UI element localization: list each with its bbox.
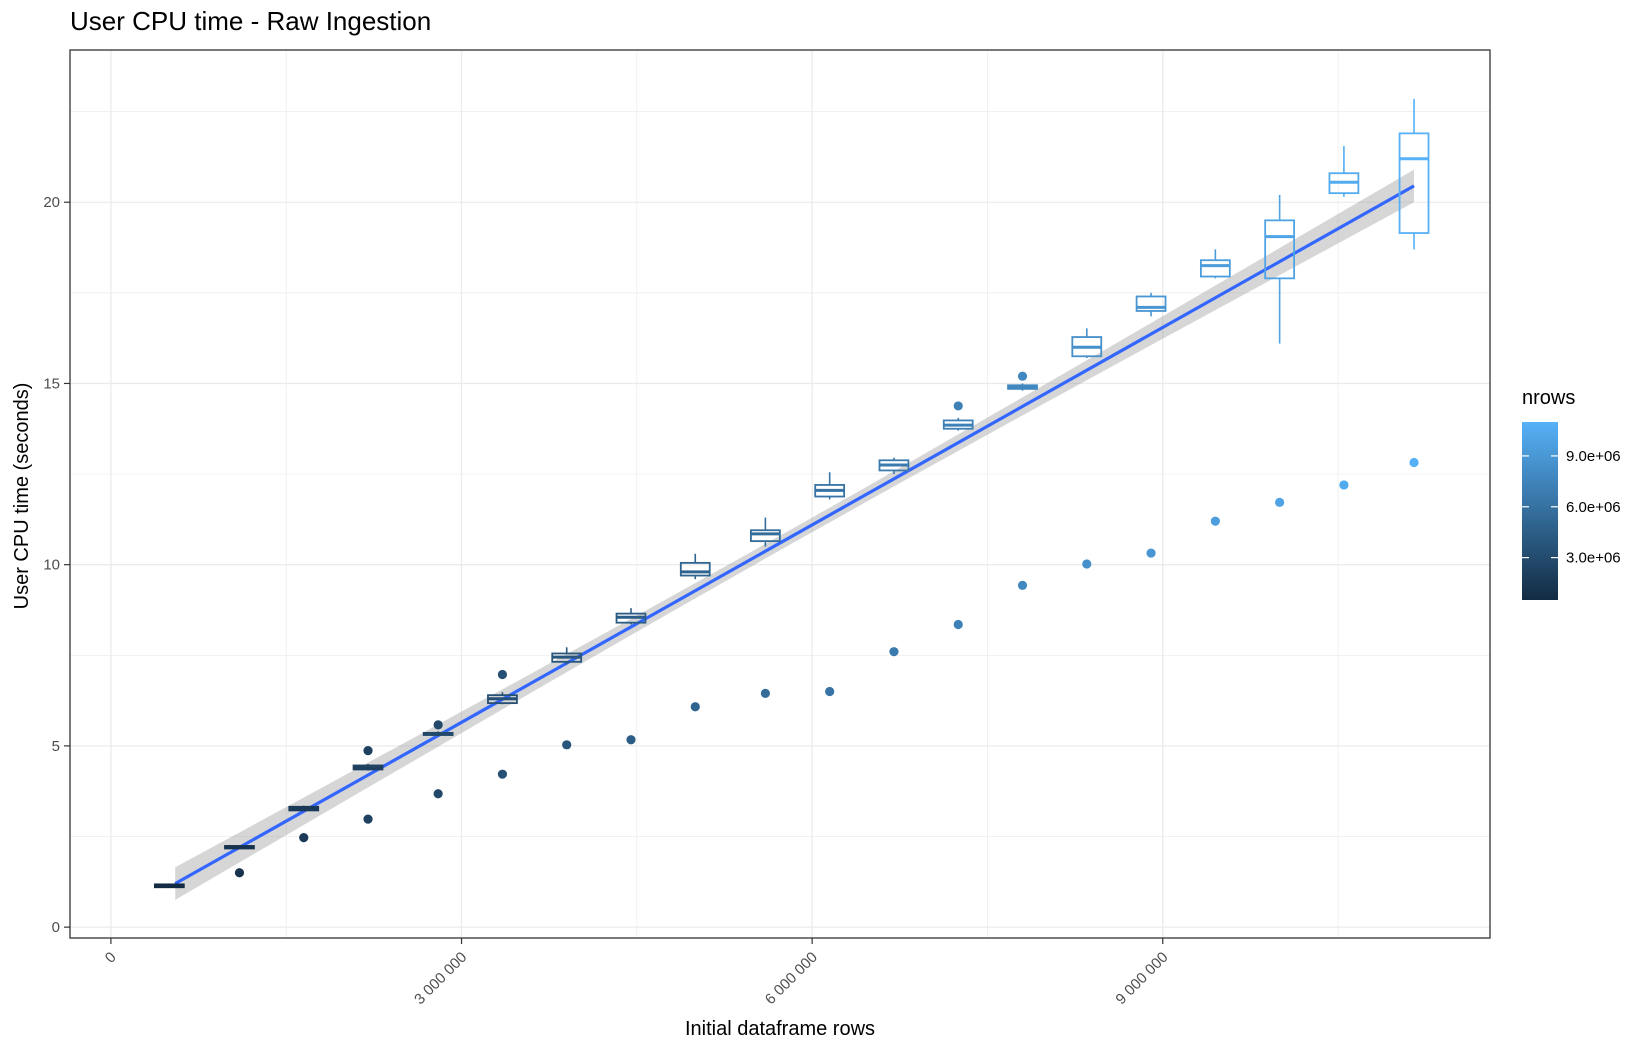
boxplot <box>1328 146 1360 197</box>
chart-title: User CPU time - Raw Ingestion <box>70 6 431 36</box>
x-tick-label: 9 000 000 <box>1112 949 1171 1008</box>
data-point <box>299 833 309 843</box>
boxplot <box>1007 383 1038 391</box>
boxplot <box>224 845 255 850</box>
boxplot <box>288 805 320 812</box>
data-point <box>825 686 835 697</box>
y-tick-label: 15 <box>43 375 60 392</box>
outlier-point <box>433 720 443 730</box>
grid-lines <box>70 50 1490 938</box>
boxplot <box>551 647 583 665</box>
boxplot <box>1199 249 1231 279</box>
data-point <box>690 702 700 712</box>
legend-label: 6.0e+06 <box>1566 499 1621 516</box>
boxplot <box>1264 194 1295 344</box>
data-point <box>1082 559 1092 569</box>
box-body <box>1135 295 1167 312</box>
boxplot <box>615 608 647 625</box>
x-axis: 0 3 000 000 6 000 000 9 000 000 <box>102 938 1172 1008</box>
data-point <box>953 619 963 630</box>
legend-title: nrows <box>1522 387 1575 409</box>
y-axis-label: User CPU time (seconds) <box>11 383 33 610</box>
data-point <box>760 688 770 698</box>
data-point <box>433 789 443 799</box>
panel-background <box>70 50 1490 938</box>
boxplot <box>1071 328 1103 359</box>
data-point <box>497 769 508 779</box>
outlier-point <box>363 746 373 756</box>
panel-frame <box>69 49 1491 939</box>
x-tick-label: 3 000 000 <box>411 949 470 1008</box>
y-tick-label: 10 <box>43 557 60 574</box>
boxplot <box>1398 98 1430 250</box>
scatter-points <box>234 371 1419 878</box>
outlier-point <box>497 669 508 680</box>
data-point <box>234 868 245 878</box>
box-body <box>750 529 781 543</box>
data-point <box>889 647 899 657</box>
data-point <box>1339 480 1349 490</box>
box-body <box>1264 219 1295 280</box>
boxplot <box>352 764 384 771</box>
data-point <box>626 735 636 745</box>
plot-panel <box>70 50 1490 938</box>
box-body <box>1398 132 1430 234</box>
legend: nrows 3.0e+06 6.0e+06 9.0e+06 <box>1522 387 1621 600</box>
data-point <box>363 814 373 824</box>
data-point <box>1275 497 1285 507</box>
data-point <box>1017 580 1028 590</box>
x-tick-label: 0 <box>102 949 120 967</box>
boxplot <box>814 472 846 500</box>
boxplot <box>153 883 185 889</box>
box-body <box>1199 259 1231 278</box>
data-point <box>1146 548 1156 558</box>
boxplot <box>422 731 454 736</box>
boxplot <box>750 517 781 547</box>
x-axis-label: Initial dataframe rows <box>685 1018 875 1040</box>
boxplot <box>487 692 518 705</box>
legend-label: 3.0e+06 <box>1566 550 1621 567</box>
data-point <box>1409 457 1419 468</box>
outlier-point <box>953 401 963 411</box>
y-tick-label: 0 <box>52 919 60 936</box>
x-tick-label: 6 000 000 <box>762 949 821 1008</box>
y-tick-label: 5 <box>52 738 60 755</box>
boxplot <box>942 417 974 431</box>
outlier-point <box>1017 371 1028 381</box>
y-tick-label: 20 <box>43 194 60 211</box>
y-axis: 0 5 10 15 20 <box>43 194 70 936</box>
boxplot <box>1135 292 1167 317</box>
data-point <box>562 740 572 750</box>
legend-colorbar <box>1522 422 1558 600</box>
box-body <box>679 561 711 577</box>
boxplot <box>878 457 910 475</box>
legend-label: 9.0e+06 <box>1566 448 1621 465</box>
boxplots <box>153 98 1430 889</box>
panel-border <box>69 49 1491 939</box>
boxplot <box>679 553 711 580</box>
data-point <box>1210 516 1220 526</box>
